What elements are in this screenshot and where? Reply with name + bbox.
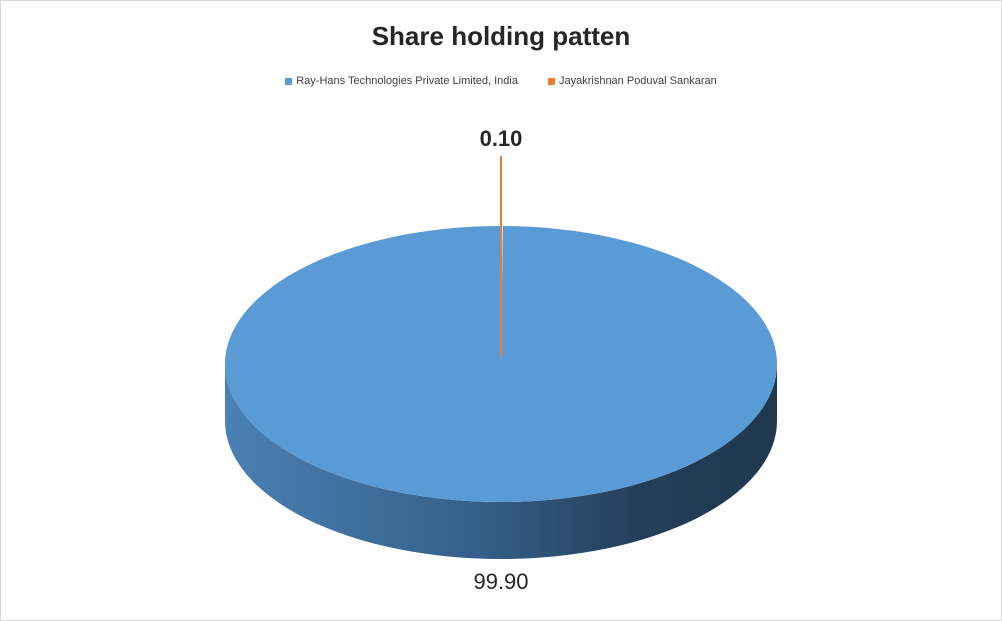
data-label-jayakrishnan: 0.10 — [480, 126, 523, 151]
pie-slice-side-ray-hans — [225, 364, 777, 559]
legend-swatch — [547, 77, 555, 85]
legend-label: Jayakrishnan Poduval Sankaran — [558, 75, 717, 87]
pie-slice-ray-hans — [224, 226, 777, 502]
data-label-ray-hans: 99.90 — [473, 569, 528, 594]
legend-item-ray-hans: Ray-Hans Technologies Private Limited, I… — [285, 75, 518, 87]
legend: Ray-Hans Technologies Private Limited, I… — [1, 75, 1001, 87]
legend-label: Ray-Hans Technologies Private Limited, I… — [296, 75, 518, 87]
chart-title: Share holding patten — [371, 21, 631, 51]
legend-swatch — [285, 77, 293, 85]
legend-item-jayakrishnan: Jayakrishnan Poduval Sankaran — [547, 75, 717, 87]
